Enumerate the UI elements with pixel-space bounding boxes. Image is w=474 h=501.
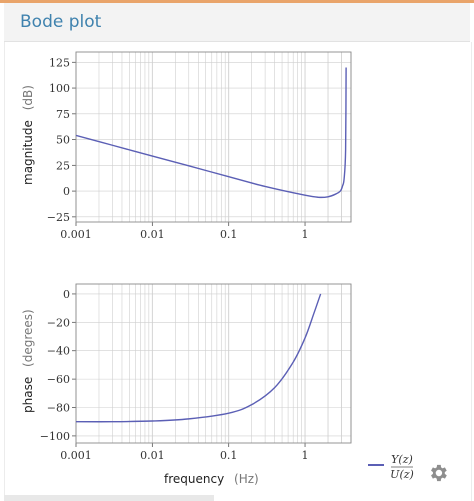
pod-frame — [4, 42, 472, 501]
scroll-strip — [4, 495, 214, 501]
y-tick-label: −25 — [47, 211, 70, 224]
series-line — [76, 293, 322, 423]
y-tick-label: −80 — [47, 402, 70, 415]
y-tick-label: 0 — [63, 185, 70, 198]
x-tick-label: 0.01 — [140, 449, 165, 462]
legend-denominator: U(z) — [390, 468, 414, 481]
magnitude-plot: 125 100 75 50 25 0 −25 0.001 0.01 0.1 1 — [47, 51, 352, 241]
plot-frame — [75, 283, 352, 444]
x-tick-label: 1 — [302, 449, 309, 462]
pod-title: Bode plot — [20, 12, 102, 32]
x-tick-label: 0.1 — [220, 449, 238, 462]
y-tick-label: 75 — [56, 108, 70, 121]
accent-bar — [0, 0, 474, 3]
x-tick-label: 0.001 — [60, 228, 92, 241]
magnitude-axis-label: magnitude (dB) — [21, 85, 35, 185]
y-tick-label: 100 — [49, 82, 70, 95]
y-tick-label: 50 — [56, 134, 70, 147]
x-tick-label: 0.1 — [220, 228, 238, 241]
y-tick-label: −40 — [47, 345, 70, 358]
phase-axis-unit: (degrees) — [21, 309, 35, 367]
phase-axis-label: phase (degrees) — [21, 309, 35, 413]
series-line — [76, 67, 347, 199]
y-tick-label: 125 — [49, 56, 70, 69]
frequency-axis-title: frequency — [164, 472, 224, 486]
y-tick-label: −60 — [47, 373, 70, 386]
plot-frame — [75, 51, 352, 223]
phase-plot: 0 −20 −40 −60 −80 −100 0.001 0.01 0.1 1 — [40, 283, 352, 462]
y-tick-label: 25 — [56, 159, 70, 172]
frequency-axis-label: frequency (Hz) — [164, 472, 259, 486]
y-tick-label: −20 — [47, 316, 70, 329]
legend: Y(z) U(z) — [368, 453, 414, 481]
y-tick-label: 0 — [63, 288, 70, 301]
magnitude-axis-title: magnitude — [21, 120, 35, 185]
gear-icon[interactable] — [427, 462, 449, 484]
y-tick-label: −100 — [40, 430, 70, 443]
plot-area — [76, 284, 351, 443]
legend-numerator: Y(z) — [391, 453, 413, 466]
phase-axis-title: phase — [21, 377, 35, 413]
x-tick-label: 1 — [302, 228, 309, 241]
x-tick-label: 0.001 — [60, 449, 92, 462]
x-tick-label: 0.01 — [140, 228, 165, 241]
pod-header: Bode plot — [4, 3, 470, 42]
frequency-axis-unit: (Hz) — [234, 472, 259, 486]
magnitude-axis-unit: (dB) — [21, 85, 35, 110]
